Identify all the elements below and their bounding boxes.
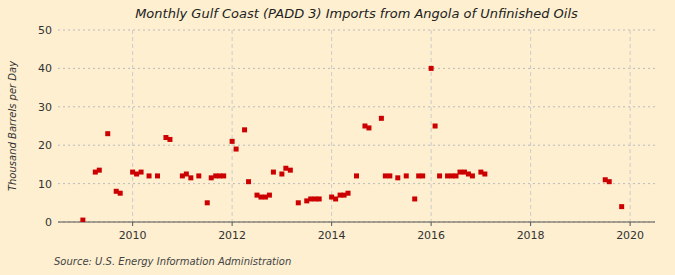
grid	[58, 30, 655, 222]
y-tick-label: 40	[38, 62, 52, 75]
x-tick	[630, 222, 631, 226]
y-grid-line	[58, 222, 655, 223]
point	[366, 125, 371, 130]
y-grid-line	[58, 30, 655, 31]
x-tick	[431, 222, 432, 226]
point	[354, 173, 359, 178]
point	[387, 173, 392, 178]
source: Source: U.S. Energy Information Administ…	[54, 256, 291, 267]
point	[118, 191, 123, 196]
point	[404, 173, 409, 178]
x-tick	[132, 222, 133, 226]
point	[395, 175, 400, 180]
x-grid-line	[431, 30, 432, 222]
title: Monthly Gulf Coast (PADD 3) Imports from…	[135, 6, 578, 21]
point	[437, 173, 442, 178]
point	[271, 170, 276, 175]
x-grid-line	[630, 30, 631, 222]
point	[221, 173, 226, 178]
point	[412, 196, 417, 201]
point	[246, 179, 251, 184]
x-tick-label: 2010	[119, 229, 147, 242]
point	[147, 173, 152, 178]
y-axis-label: Thousand Barrels per Day	[7, 60, 18, 191]
x-tick	[530, 222, 531, 226]
point	[167, 137, 172, 142]
x-tick-label: 2018	[517, 229, 545, 242]
y-grid-line	[58, 145, 655, 146]
y-tick-label: 0	[45, 216, 52, 229]
x-tick	[331, 222, 332, 226]
point	[230, 139, 235, 144]
point	[205, 200, 210, 205]
point	[283, 166, 288, 171]
point	[267, 193, 272, 198]
x-grid-line	[232, 30, 233, 222]
point	[308, 196, 313, 201]
x-axis	[58, 222, 655, 223]
x-tick-label: 2014	[318, 229, 346, 242]
point	[346, 191, 351, 196]
point	[242, 127, 247, 132]
y-grid-line	[58, 106, 655, 107]
chart: Monthly Gulf Coast (PADD 3) Imports from…	[0, 0, 675, 275]
point	[258, 195, 263, 200]
x-grid-line	[331, 30, 332, 222]
point	[188, 175, 193, 180]
point	[296, 200, 301, 205]
point	[470, 173, 475, 178]
point	[134, 172, 139, 177]
x-tick-label: 2012	[218, 229, 246, 242]
x-grid-line	[132, 30, 133, 222]
point	[457, 170, 462, 175]
x-tick-label: 2020	[616, 229, 644, 242]
point	[333, 196, 338, 201]
point	[433, 124, 438, 129]
point	[420, 173, 425, 178]
y-tick-label: 10	[38, 178, 52, 191]
point	[97, 168, 102, 173]
point	[234, 147, 239, 152]
point	[80, 218, 85, 222]
point	[379, 116, 384, 121]
point	[105, 131, 110, 136]
point	[482, 172, 487, 177]
point	[155, 173, 160, 178]
point	[317, 196, 322, 201]
x-tick-label: 2016	[417, 229, 445, 242]
y-tick-label: 30	[38, 101, 52, 114]
point	[184, 172, 189, 177]
x-grid-line	[530, 30, 531, 222]
x-tick	[232, 222, 233, 226]
point	[429, 66, 434, 71]
points	[80, 66, 624, 222]
y-grid-line	[58, 68, 655, 69]
point	[209, 175, 214, 180]
y-grid-line	[58, 183, 655, 184]
y-tick-label: 20	[38, 139, 52, 152]
point	[279, 172, 284, 177]
point	[196, 173, 201, 178]
point	[288, 168, 293, 173]
point	[139, 170, 144, 175]
point	[607, 179, 612, 184]
point	[445, 173, 450, 178]
y-tick-label: 50	[38, 24, 52, 37]
point	[619, 204, 624, 209]
point	[383, 173, 388, 178]
